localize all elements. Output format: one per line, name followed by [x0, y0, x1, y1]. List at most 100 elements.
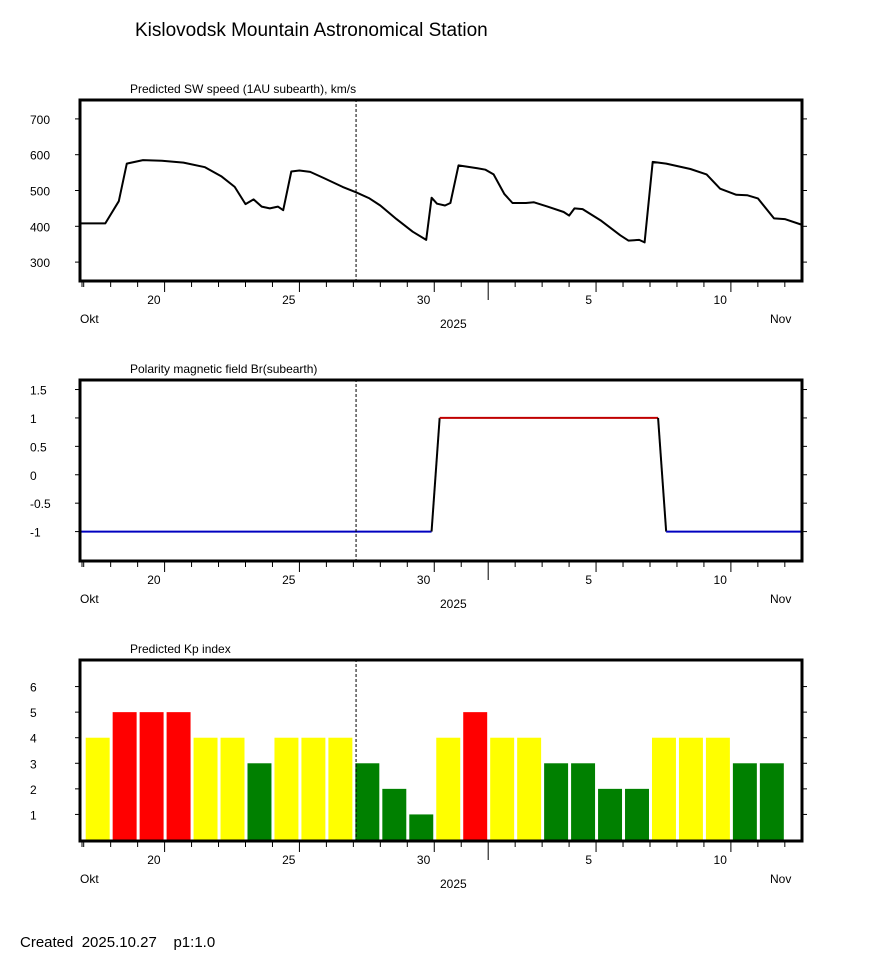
- kp-bar: [436, 737, 461, 840]
- kp-bar: [490, 737, 515, 840]
- sw-speed-point: [261, 206, 263, 208]
- kp-bar: [759, 763, 784, 840]
- polarity-ytick-label: -0.5: [30, 497, 51, 511]
- polarity-segment: [430, 417, 441, 532]
- polarity-y-axis: -1 -0.5 0 0.5 1 1.5: [30, 384, 807, 540]
- sw-speed-ytick-label: 300: [30, 256, 50, 270]
- footer: Created 2025.10.27 p1:1.0: [20, 934, 215, 951]
- kp-bar: [517, 737, 542, 840]
- sw-speed-point: [492, 173, 495, 175]
- polarity-marks: [81, 416, 801, 533]
- polarity-month-right: Nov: [770, 592, 791, 606]
- sw-speed-xtick-label: 30: [417, 293, 431, 307]
- kp-bar: [85, 737, 110, 840]
- sw-speed-ytick-label: 600: [30, 149, 50, 163]
- sw-speed-point: [476, 167, 479, 169]
- sw-speed-point: [706, 173, 708, 175]
- polarity-ytick-label: 0.5: [30, 440, 47, 454]
- sw-speed-point: [323, 177, 325, 179]
- sw-speed-point: [204, 166, 206, 168]
- polarity-ytick-label: 0: [30, 469, 37, 483]
- kp-bar: [463, 712, 488, 840]
- sw-speed-point: [395, 218, 398, 220]
- sw-speed-year: 2025: [440, 317, 467, 331]
- sw-speed-point: [643, 241, 646, 244]
- kp-bar: [328, 737, 353, 840]
- sw-speed-point: [525, 202, 527, 204]
- sw-speed-xtick-label: 25: [282, 293, 296, 307]
- sw-speed-point: [444, 204, 446, 207]
- sw-speed-point: [735, 194, 737, 196]
- sw-speed-point: [652, 161, 654, 163]
- sw-speed-point: [244, 203, 247, 205]
- polarity-xtick-label: 10: [714, 573, 728, 587]
- sw-speed-ytick-label: 400: [30, 220, 50, 234]
- kp-bar: [732, 763, 757, 840]
- sw-speed-title: Predicted SW speed (1AU subearth), km/s: [130, 82, 356, 96]
- sw-speed-line: [81, 159, 802, 244]
- sw-speed-point: [126, 163, 128, 165]
- polarity-title: Polarity magnetic field Br(subearth): [130, 362, 317, 376]
- sw-speed-y-axis: 300 400 500 600 700: [30, 113, 807, 270]
- kp-bar: [598, 788, 623, 840]
- sw-speed-x-axis: 20 25 30 5 10: [81, 282, 786, 307]
- kp-bar: [678, 737, 703, 840]
- sw-speed-point: [457, 164, 460, 167]
- sw-speed-point: [118, 200, 120, 202]
- sw-speed-month-right: Nov: [770, 312, 791, 326]
- polarity-year: 2025: [440, 597, 467, 611]
- sw-speed-point: [298, 169, 301, 172]
- kp-ytick-label: 5: [30, 706, 37, 720]
- sw-speed-point: [665, 163, 667, 165]
- sw-speed-panel: Predicted SW speed (1AU subearth), km/s …: [30, 82, 807, 331]
- polarity-ytick-label: -1: [30, 526, 41, 540]
- kp-bar: [247, 763, 272, 840]
- kp-ytick-label: 2: [30, 783, 37, 797]
- sw-speed-ytick-label: 500: [30, 185, 50, 199]
- sw-speed-point: [784, 218, 786, 220]
- sw-speed-xtick-label: 5: [585, 293, 592, 307]
- kp-bar: [651, 737, 676, 840]
- sw-speed-point: [282, 209, 284, 211]
- polarity-ytick-label: 1: [30, 412, 37, 426]
- kp-bar: [409, 814, 434, 840]
- sw-speed-point: [379, 204, 381, 207]
- sw-speed-frame: [78, 98, 804, 283]
- sw-speed-point: [719, 188, 721, 190]
- sw-speed-point: [600, 220, 603, 222]
- polarity-ytick-label: 1.5: [30, 384, 47, 398]
- sw-speed-point: [368, 197, 371, 199]
- kp-bar: [274, 737, 299, 840]
- kp-bar: [355, 763, 380, 840]
- kp-marks: [85, 712, 784, 840]
- kp-ytick-label: 4: [30, 732, 37, 746]
- kp-xtick-label: 10: [714, 853, 728, 867]
- sw-speed-point: [619, 234, 621, 236]
- sw-speed-month-left: Okt: [80, 312, 99, 326]
- sw-speed-point: [689, 168, 692, 170]
- kp-month-right: Nov: [770, 872, 791, 886]
- sw-speed-point: [436, 203, 438, 205]
- kp-year: 2025: [440, 877, 467, 891]
- sw-speed-xtick-label: 20: [147, 293, 161, 307]
- sw-speed-point: [449, 202, 452, 204]
- kp-ytick-label: 6: [30, 681, 37, 695]
- created-date: 2025.10.27: [81, 934, 157, 951]
- polarity-month-left: Okt: [80, 592, 99, 606]
- sw-speed-ytick-label: 700: [30, 113, 50, 127]
- kp-bar: [139, 712, 164, 840]
- sw-speed-point: [142, 159, 144, 161]
- sw-speed-point: [104, 222, 106, 225]
- kp-bar: [301, 737, 326, 840]
- sw-speed-point: [484, 169, 487, 171]
- kp-xtick-label: 30: [417, 853, 431, 867]
- kp-xtick-label: 20: [147, 853, 161, 867]
- polarity-xtick-label: 30: [417, 573, 431, 587]
- page-ref: p1:1.0: [173, 934, 216, 951]
- sw-speed-point: [220, 175, 222, 177]
- sw-speed-point: [412, 231, 414, 233]
- sw-speed-point: [341, 186, 344, 188]
- kp-y-axis: 1 2 3 4 5 6: [30, 681, 807, 822]
- polarity-xtick-label: 5: [585, 573, 592, 587]
